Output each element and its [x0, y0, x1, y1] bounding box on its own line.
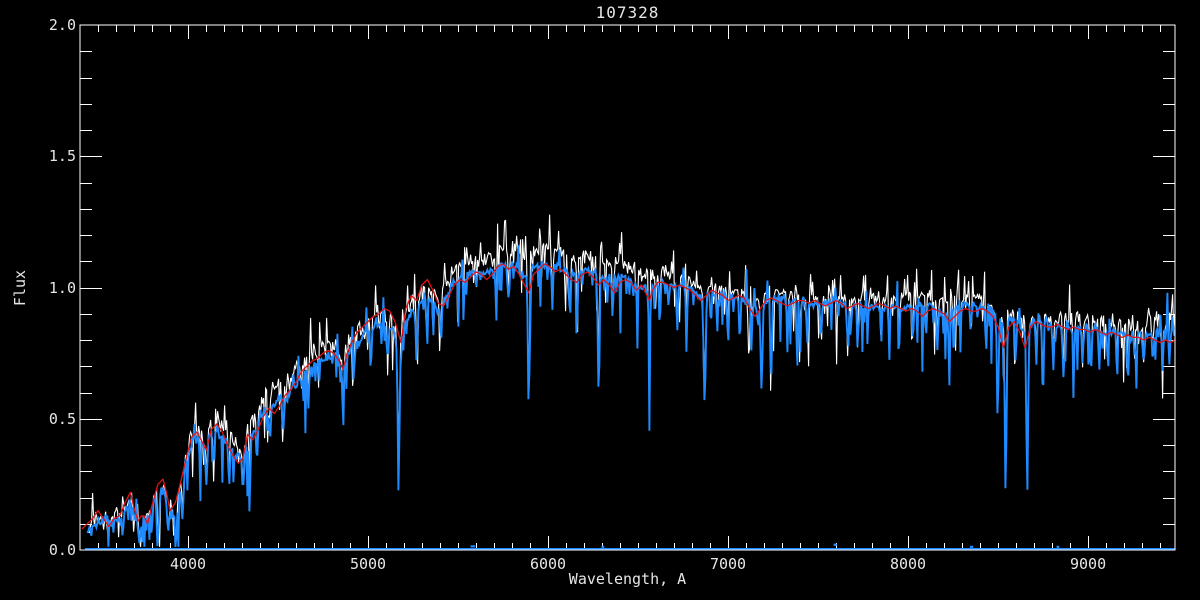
x-axis-label: Wavelength, A	[568, 570, 687, 588]
y-axis-label: Flux	[11, 269, 29, 307]
y-tick-label: 0.0	[48, 541, 76, 559]
axis-box	[79, 24, 1176, 551]
x-tick-label: 6000	[529, 555, 567, 573]
y-tick-label: 0.5	[48, 409, 76, 428]
x-tick-label: 5000	[349, 555, 387, 573]
y-tick-label: 1.5	[48, 147, 76, 166]
spectra	[81, 214, 1175, 550]
series-observed-raw-white	[88, 214, 1175, 547]
x-tick-label: 7000	[709, 555, 747, 573]
y-tick-label: 2.0	[48, 16, 76, 34]
x-tick-label: 4000	[169, 555, 207, 573]
series-model-red	[81, 263, 1175, 530]
x-tick-label: 9000	[1069, 555, 1107, 573]
plot-title: 107328	[595, 3, 660, 22]
x-tick-label: 8000	[889, 555, 927, 573]
series-observed-blue	[86, 245, 1175, 547]
y-tick-label: 1.0	[48, 278, 76, 297]
